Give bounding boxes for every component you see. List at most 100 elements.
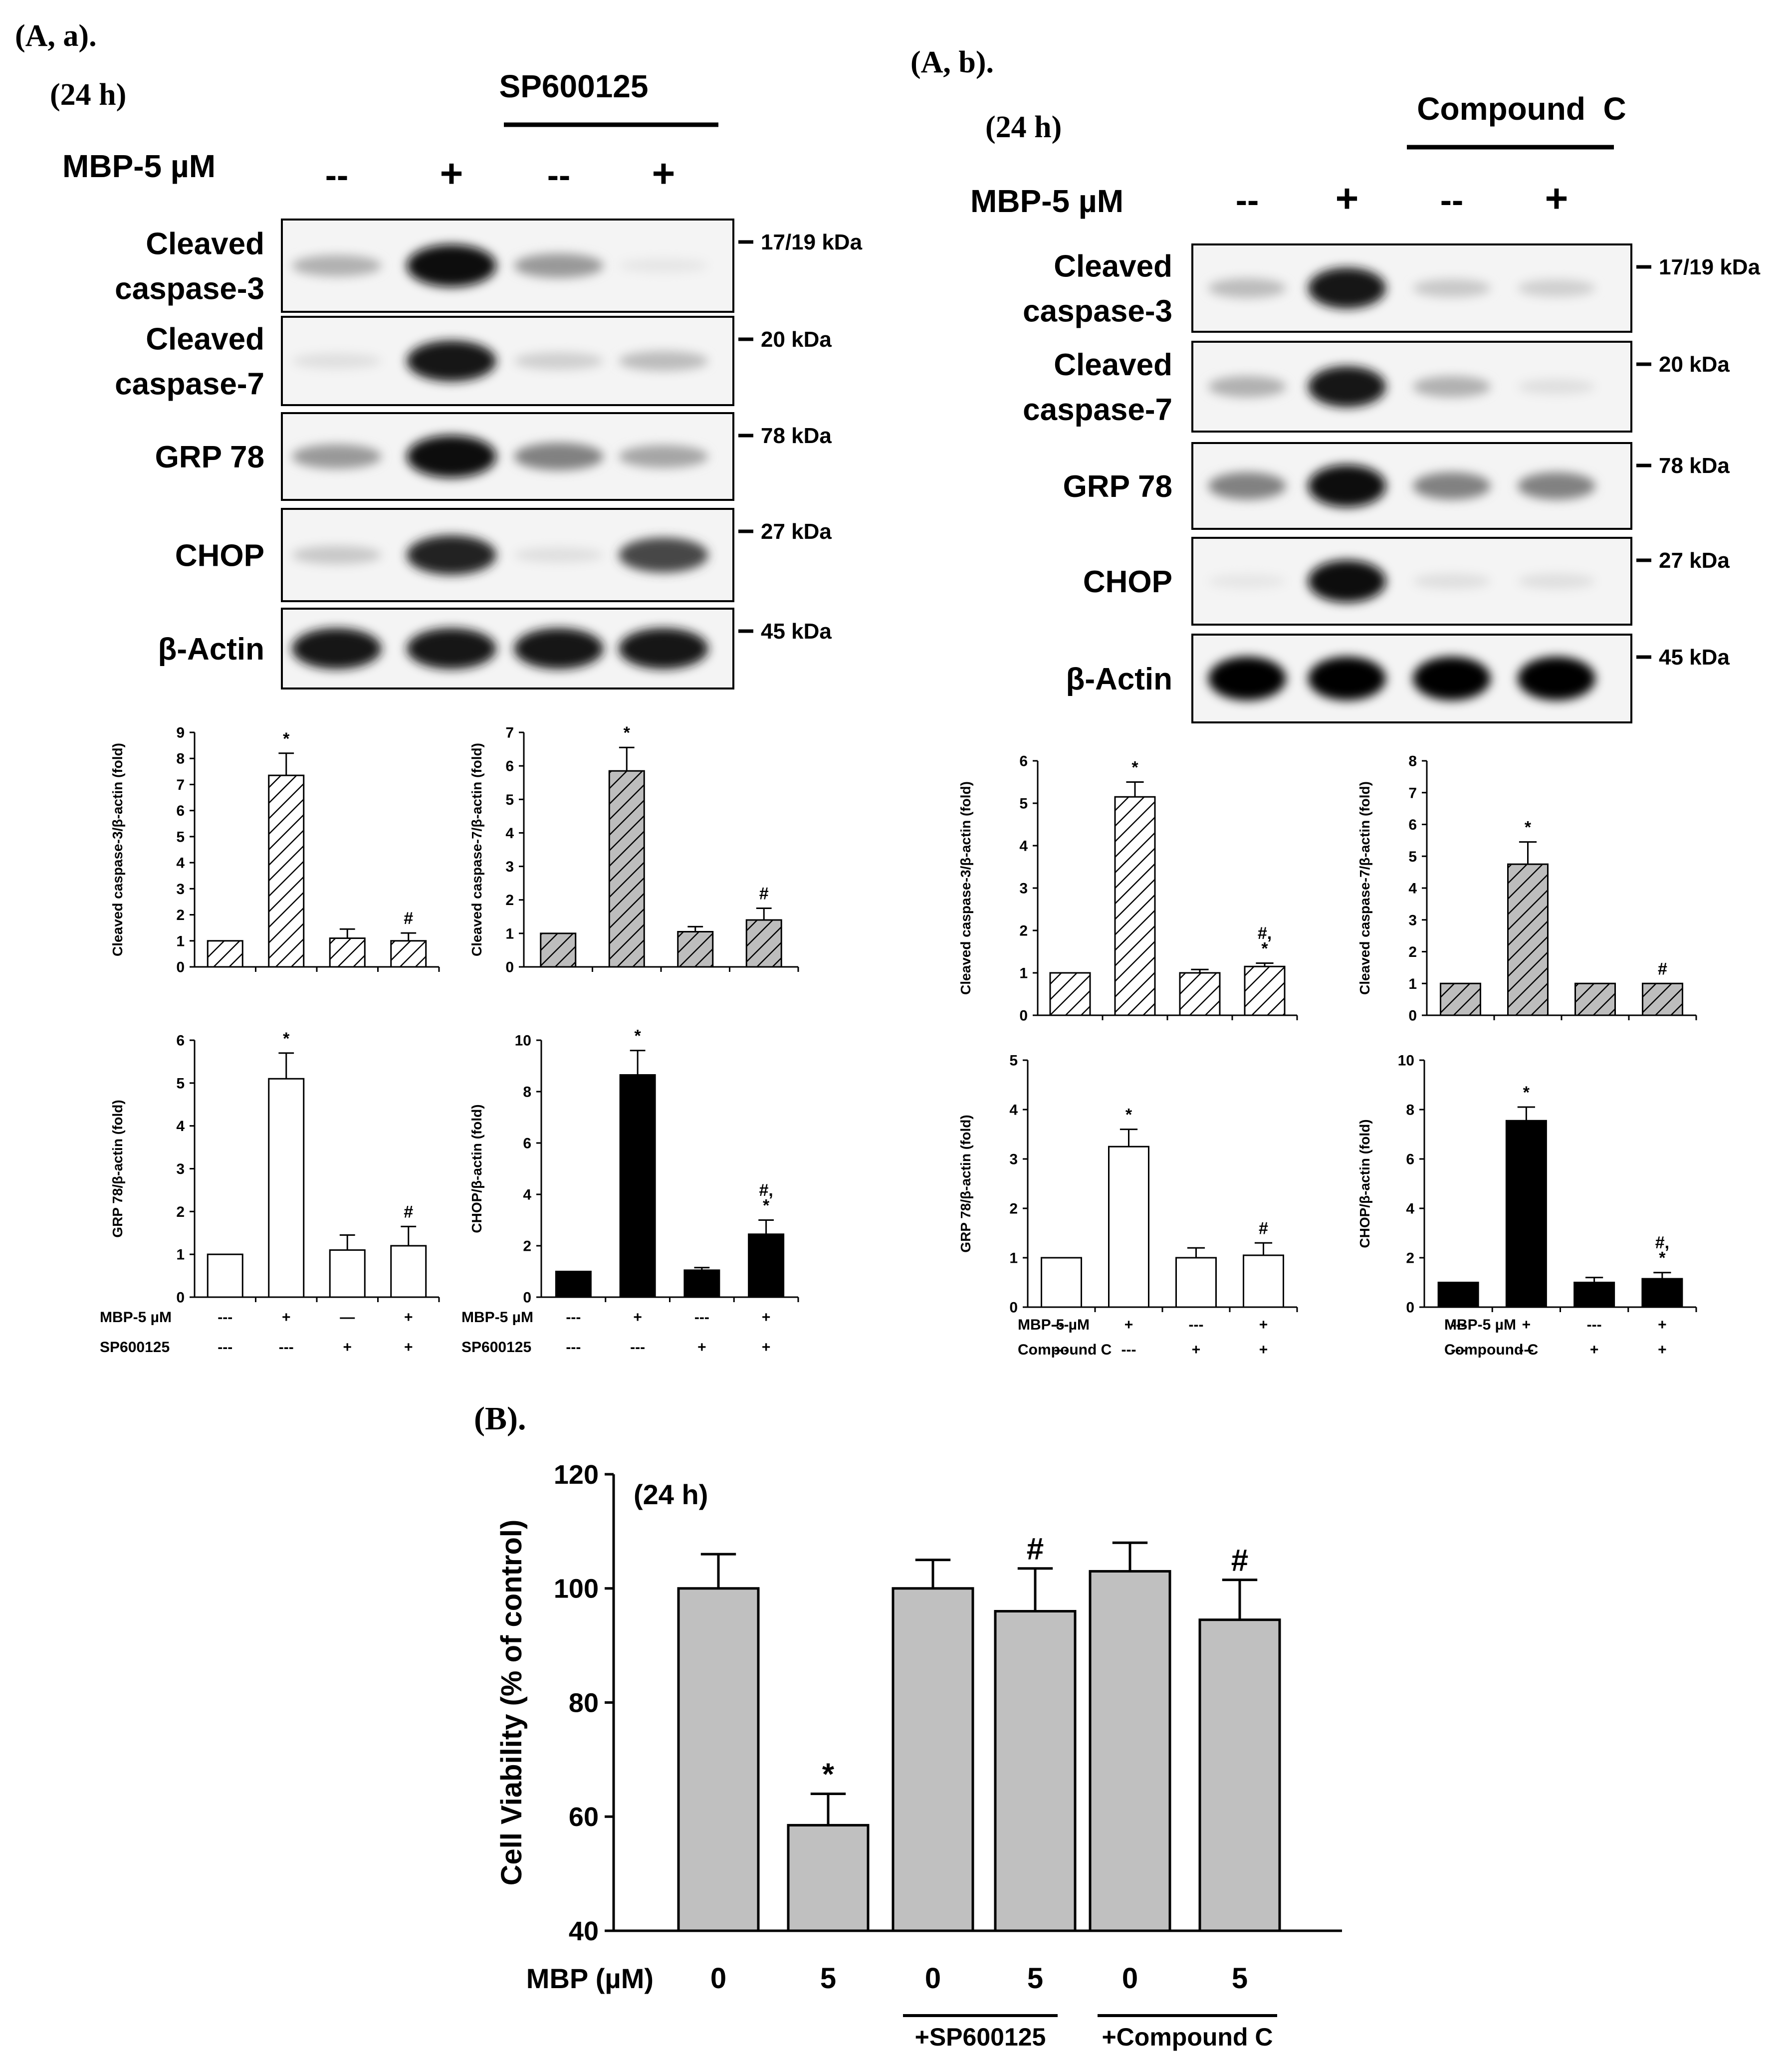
y-tick-label: 0 (1009, 1300, 1018, 1316)
bar (1505, 1120, 1547, 1308)
y-tick-label: 8 (176, 751, 185, 767)
y-tick-label: 5 (1019, 796, 1028, 812)
blot-band (407, 244, 496, 287)
y-tick-label: 8 (1408, 753, 1417, 770)
condition-row-label: MBP-5 µM (461, 1309, 533, 1326)
blot-band (1518, 657, 1595, 700)
blot-row-label: GRP 78 (1063, 469, 1172, 504)
y-axis-label: GRP 78/β-actin (fold) (958, 1115, 973, 1252)
blot-band (292, 546, 382, 564)
blot-a-inhibitor: SP600125 (499, 68, 649, 104)
significance-mark: * (1261, 939, 1268, 958)
bar (1507, 863, 1549, 1016)
y-tick-label: 0 (1408, 1008, 1417, 1024)
panel-label-b: (A, b). (910, 45, 994, 79)
chart-b2: 0 1 2 3 4 5 6 7 8 Cleaved caspase-7/β-actin (fold… (1357, 753, 1697, 1024)
y-tick-label: 0 (176, 1290, 185, 1306)
bar (748, 1233, 785, 1298)
bar (1041, 1257, 1082, 1308)
condition-row-label: SP600125 (461, 1339, 531, 1356)
y-tick-label: 6 (176, 1033, 185, 1049)
bar (1108, 1145, 1149, 1308)
lane-sign: -- (1236, 181, 1259, 220)
y-tick-label: 3 (176, 881, 185, 898)
y-tick-label: 1 (1408, 976, 1417, 992)
blot-b-time: (24 h) (985, 110, 1062, 144)
significance-mark: * (283, 1029, 290, 1048)
y-tick-label: 2 (1019, 923, 1028, 939)
x-tick-label: 5 (820, 1962, 836, 1995)
y-tick-label: 4 (1019, 838, 1028, 855)
condition-cell: --- (1587, 1317, 1602, 1333)
kda-label: 45 kDa (1659, 645, 1730, 670)
y-tick-label: 5 (1408, 849, 1417, 865)
blot-band (1308, 560, 1386, 603)
y-tick-label: 7 (176, 777, 185, 793)
significance-mark: # (404, 1202, 413, 1221)
y-tick-label: 2 (1408, 944, 1417, 960)
condition-cell: + (282, 1309, 291, 1326)
significance-mark: # (759, 885, 769, 904)
y-tick-label: 1 (176, 1247, 185, 1263)
y-tick-label: 7 (505, 725, 514, 741)
blot-band (407, 340, 496, 382)
y-tick-label: 3 (1408, 912, 1417, 928)
y-tick-label: 3 (1009, 1151, 1018, 1168)
blot-band (1308, 267, 1386, 309)
bar (1049, 972, 1091, 1016)
bar (892, 1587, 974, 1932)
blot-row: GRP 78 78 kDa (155, 412, 832, 501)
y-axis-label: CHOP/β-actin (fold) (469, 1104, 484, 1233)
blot-b: -- + -- + Cleaved caspase-3 17/19 kDa Cleaved ca… (1023, 176, 1761, 723)
bar (390, 1245, 427, 1298)
kda-label: 17/19 kDa (1659, 255, 1761, 279)
y-tick-label: 6 (523, 1136, 531, 1152)
x-tick-label: 5 (1027, 1962, 1043, 1995)
blot-band (407, 435, 496, 478)
condition-cell: --- (566, 1339, 581, 1356)
y-tick-label: 0 (176, 959, 185, 976)
bar (268, 1078, 305, 1298)
blot-band (514, 352, 604, 370)
y-tick-label: 5 (176, 829, 185, 845)
y-tick-label: 0 (505, 959, 514, 976)
condition-cell: --- (694, 1309, 709, 1326)
bar (1244, 965, 1286, 1016)
significance-mark: * (635, 1027, 642, 1046)
y-tick-label: 1 (1009, 1250, 1018, 1267)
significance-mark: * (1125, 1106, 1132, 1125)
kda-label: 17/19 kDa (761, 230, 863, 254)
y-tick-label: 7 (1408, 785, 1417, 801)
significance-mark: * (1659, 1249, 1666, 1268)
group-label: +SP600125 (915, 2023, 1046, 2051)
condition-cell: --- (1189, 1317, 1204, 1333)
blot-band (1208, 376, 1286, 398)
condition-cell: + (697, 1339, 706, 1356)
condition-cell: + (1658, 1317, 1667, 1333)
y-tick-label: 6 (1019, 753, 1028, 770)
bar (1574, 982, 1616, 1016)
bar (268, 774, 305, 968)
blot-row-label: caspase-3 (1023, 294, 1172, 329)
y-tick-label: 1 (505, 925, 514, 942)
y-tick-label: 4 (505, 825, 514, 842)
lane-sign: + (440, 151, 463, 196)
condition-cell: --- (1121, 1342, 1136, 1358)
blot-a-treatment-label: MBP-5 µM (62, 148, 216, 184)
blot-band (1308, 366, 1386, 407)
significance-mark: * (1523, 1083, 1530, 1102)
lane-sign: + (1545, 176, 1568, 221)
bar (329, 937, 366, 968)
x-tick-label: 0 (1122, 1962, 1138, 1995)
y-tick-label: 4 (1406, 1201, 1414, 1217)
chart-a3: 0 1 2 3 4 5 6 GRP 78/β-actin (fold) * # MBP-5 µM --… (100, 1029, 440, 1356)
blot-row-label: caspase-7 (1023, 393, 1172, 427)
blot-band (1308, 464, 1386, 507)
blot-band (514, 547, 604, 563)
condition-row-label: MBP-5 µM (1018, 1317, 1090, 1333)
blot-row: Cleaved caspase-3 17/19 kDa (1023, 243, 1761, 333)
y-axis-label: Cleaved caspase-3/β-actin (fold) (110, 743, 125, 956)
bar (1243, 1254, 1284, 1308)
